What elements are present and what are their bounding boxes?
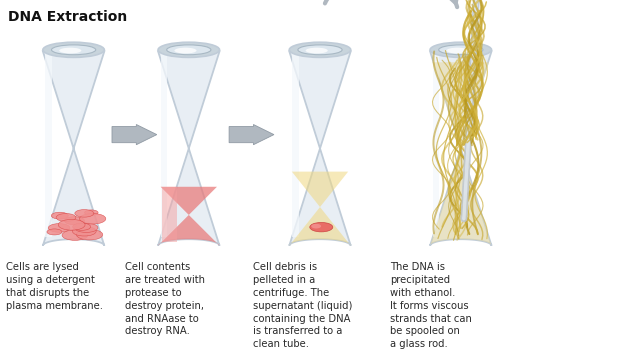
Ellipse shape: [72, 227, 96, 236]
Ellipse shape: [311, 224, 321, 228]
Ellipse shape: [298, 45, 342, 55]
Text: Cell debris is
pelleted in a
centrifuge. The
supernatant (liquid)
containing the: Cell debris is pelleted in a centrifuge.…: [253, 262, 352, 349]
Ellipse shape: [75, 210, 93, 217]
Polygon shape: [445, 0, 460, 7]
Ellipse shape: [47, 229, 62, 235]
Ellipse shape: [58, 219, 85, 230]
Ellipse shape: [310, 222, 333, 232]
Ellipse shape: [447, 48, 468, 54]
Ellipse shape: [56, 214, 76, 222]
Polygon shape: [433, 51, 440, 237]
Polygon shape: [292, 51, 299, 237]
Ellipse shape: [306, 48, 328, 54]
Ellipse shape: [75, 223, 98, 232]
Ellipse shape: [60, 48, 81, 54]
Text: The DNA is
precipitated
with ethanol.
It forms viscous
strands that can
be spool: The DNA is precipitated with ethanol. It…: [390, 262, 472, 349]
Polygon shape: [45, 51, 52, 237]
Ellipse shape: [175, 48, 196, 54]
Polygon shape: [158, 187, 220, 246]
Ellipse shape: [438, 45, 483, 55]
Polygon shape: [289, 172, 351, 246]
Text: Cells are lysed
using a detergent
that disrupts the
plasma membrane.: Cells are lysed using a detergent that d…: [6, 262, 104, 311]
Ellipse shape: [51, 45, 96, 55]
Ellipse shape: [43, 42, 104, 58]
Ellipse shape: [289, 42, 351, 58]
Polygon shape: [112, 125, 157, 145]
Polygon shape: [289, 51, 351, 246]
Ellipse shape: [65, 217, 84, 225]
Ellipse shape: [84, 210, 98, 215]
Ellipse shape: [79, 214, 106, 224]
Polygon shape: [43, 51, 104, 246]
Polygon shape: [430, 62, 492, 246]
Ellipse shape: [51, 212, 68, 219]
Ellipse shape: [48, 224, 70, 232]
Ellipse shape: [430, 42, 492, 58]
Polygon shape: [162, 187, 177, 241]
Ellipse shape: [73, 223, 91, 230]
Text: DNA Extraction: DNA Extraction: [8, 10, 127, 24]
Polygon shape: [229, 125, 274, 145]
Ellipse shape: [166, 45, 211, 55]
Text: Cell contents
are treated with
protease to
destroy protein,
and RNAase to
destro: Cell contents are treated with protease …: [125, 262, 205, 337]
Polygon shape: [430, 51, 492, 246]
Polygon shape: [158, 51, 220, 246]
Ellipse shape: [76, 230, 103, 240]
Ellipse shape: [158, 42, 220, 58]
Polygon shape: [161, 51, 168, 237]
Ellipse shape: [62, 230, 88, 240]
